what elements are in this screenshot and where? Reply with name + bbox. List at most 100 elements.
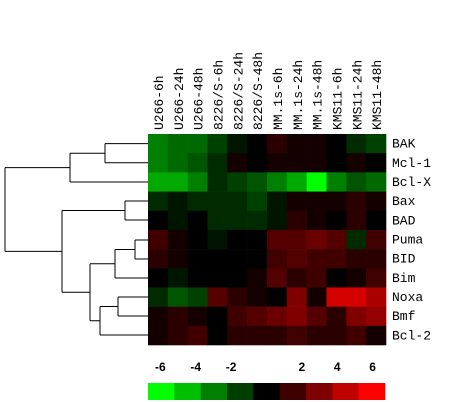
heatmap-cell — [366, 210, 387, 231]
heatmap-cell — [207, 210, 228, 231]
heatmap-cell — [267, 268, 288, 288]
column-label: U266-48h — [192, 68, 207, 130]
heatmap-cell — [148, 172, 169, 192]
row-label: BID — [392, 252, 416, 267]
heatmap-cell — [148, 249, 169, 269]
row-label: Mcl-1 — [392, 156, 431, 171]
column-label: 8226/S-6h — [211, 60, 226, 130]
heatmap-cell — [167, 153, 188, 173]
colorbar-segment — [358, 383, 386, 400]
heatmap-cell — [346, 210, 367, 231]
heatmap-cell — [306, 191, 327, 212]
heatmap-cell — [366, 191, 387, 212]
heatmap-cell — [207, 191, 228, 212]
heatmap-cell — [306, 325, 327, 346]
colorbar-segment — [227, 383, 254, 400]
heatmap-cell — [227, 229, 248, 250]
heatmap-cell — [366, 172, 387, 192]
heatmap-cell — [326, 210, 347, 231]
heatmap-cell — [227, 249, 248, 269]
heatmap-cell — [227, 306, 248, 327]
colorbar-segment — [306, 383, 333, 400]
heatmap-cell — [187, 306, 208, 327]
heatmap-cell — [167, 134, 188, 154]
heatmap-cell — [167, 287, 188, 307]
heatmap-cell — [148, 191, 169, 212]
column-label: U266-24h — [172, 68, 187, 130]
heatmap-cell — [167, 229, 188, 250]
heatmap-cell — [207, 153, 228, 173]
heatmap-cell — [346, 134, 367, 154]
heatmap-cell — [227, 325, 248, 346]
colorbar-tick-label: -4 — [190, 360, 201, 374]
colorbar-segment — [174, 383, 201, 400]
heatmap-cell — [207, 229, 228, 250]
heatmap-cell — [167, 210, 188, 231]
heatmap-cell — [267, 287, 288, 307]
heatmap-cell — [306, 172, 327, 192]
heatmap-cell — [326, 134, 347, 154]
heatmap-cell — [187, 134, 208, 154]
heatmap-cell — [286, 172, 307, 192]
heatmap-cell — [286, 325, 307, 346]
heatmap-cell — [207, 172, 228, 192]
heatmap-cell — [207, 325, 228, 346]
heatmap-cell — [286, 134, 307, 154]
heatmap-cell — [326, 229, 347, 250]
heatmap-cell — [326, 325, 347, 346]
column-label: 8226/S-48h — [251, 52, 266, 130]
row-label: Bcl-2 — [392, 328, 431, 343]
heatmap-cell — [148, 306, 169, 327]
heatmap-cell — [227, 172, 248, 192]
heatmap-cell — [306, 153, 327, 173]
heatmap-cell — [148, 325, 169, 346]
heatmap-cell — [167, 325, 188, 346]
heatmap-cell — [326, 287, 347, 307]
heatmap-cell — [267, 325, 288, 346]
row-label: Bcl-X — [392, 175, 431, 190]
heatmap-cell — [148, 153, 169, 173]
heatmap-cell — [187, 191, 208, 212]
heatmap-cell — [207, 249, 228, 269]
heatmap-cell — [306, 249, 327, 269]
heatmap-cell — [346, 287, 367, 307]
heatmap-cell — [366, 249, 387, 269]
heatmap-cell — [366, 268, 387, 288]
heatmap-cell — [366, 306, 387, 327]
heatmap-cell — [247, 229, 268, 250]
heatmap-cell — [346, 268, 367, 288]
heatmap-cell — [346, 229, 367, 250]
heatmap-cell — [247, 268, 268, 288]
heatmap-cell — [267, 306, 288, 327]
column-label: KMS11-48h — [370, 60, 385, 130]
heatmap-cell — [207, 268, 228, 288]
heatmap-cell — [167, 172, 188, 192]
heatmap-cell — [148, 229, 169, 250]
heatmap-cell — [267, 210, 288, 231]
heatmap-cell — [306, 229, 327, 250]
heatmap-cell — [187, 325, 208, 346]
heatmap-cell — [267, 191, 288, 212]
heatmap-cell — [247, 191, 268, 212]
heatmap-cell — [306, 268, 327, 288]
heatmap-cell — [366, 153, 387, 173]
heatmap-cell — [187, 249, 208, 269]
heatmap-cell — [366, 287, 387, 307]
colorbar-tick-label: -2 — [226, 360, 237, 374]
heatmap-cell — [267, 229, 288, 250]
heatmap-cell — [148, 287, 169, 307]
colorbar-segment — [148, 383, 175, 400]
heatmap-cell — [286, 191, 307, 212]
heatmap-cell — [187, 229, 208, 250]
heatmap-cell — [148, 134, 169, 154]
column-label: U266-6h — [152, 75, 167, 130]
heatmap-cell — [247, 172, 268, 192]
heatmap-cell — [326, 268, 347, 288]
heatmap-cell — [167, 249, 188, 269]
heatmap-cell — [326, 153, 347, 173]
heatmap-cell — [247, 325, 268, 346]
heatmap-cell — [227, 268, 248, 288]
heatmap-cell — [306, 306, 327, 327]
